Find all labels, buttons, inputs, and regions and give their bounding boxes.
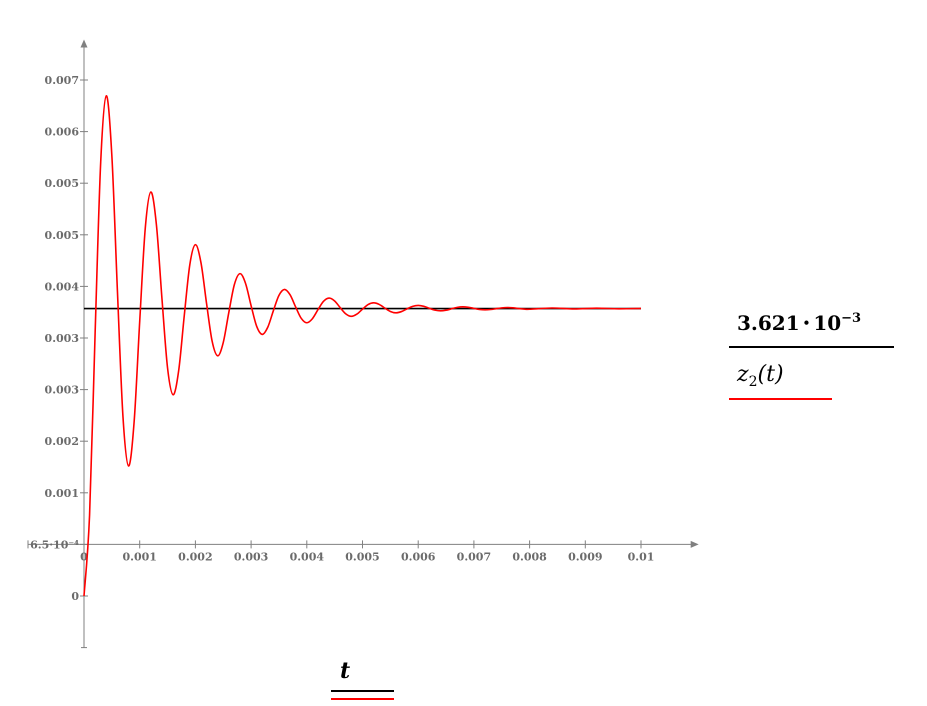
y-axis-arrow-icon <box>80 39 88 48</box>
x-tick-label: 0.004 <box>290 550 325 563</box>
x-tick-label: 0.007 <box>457 550 491 563</box>
fn-arg: (t) <box>757 362 784 387</box>
x-tick-label: 0.006 <box>401 550 436 563</box>
x-var-line-black <box>331 690 394 692</box>
x-var-line-red <box>331 698 394 700</box>
x-tick-label: 0.005 <box>345 550 379 563</box>
constant-exp: −3 <box>841 311 862 326</box>
constant-mantissa: 3.621 <box>737 311 800 335</box>
axes <box>27 39 699 649</box>
y-tick-label: 0.006 <box>45 126 80 139</box>
legend-fn-line <box>729 398 832 400</box>
y-tick-label: 0.002 <box>45 435 79 448</box>
y-tick-label: 6.5·10⁻⁴ <box>30 538 79 551</box>
fn-subscript: 2 <box>748 374 758 390</box>
x-tick-label: 0.003 <box>234 550 268 563</box>
x-axis-variable[interactable]: t <box>340 658 351 684</box>
y-tick-label: 0.003 <box>45 332 79 345</box>
x-tick-label: 0.001 <box>122 550 156 563</box>
y-tick-label: 0.003 <box>45 384 79 397</box>
x-tick-label: 0.009 <box>568 550 602 563</box>
y-tick-label: 0.007 <box>45 74 79 87</box>
y-tick-label: 0.005 <box>45 229 79 242</box>
y-tick-label: 0.001 <box>45 487 79 500</box>
x-tick-label: 0.002 <box>178 550 212 563</box>
y-tick-label: 0.004 <box>45 280 80 293</box>
legend-fn-label[interactable]: z2(t) <box>737 362 784 390</box>
x-tick-label: 0 <box>80 550 88 563</box>
series-z2-line <box>83 94 642 597</box>
x-axis-arrow-icon <box>690 540 699 548</box>
constant-dot: • <box>802 316 811 330</box>
x-tick-label: 0.01 <box>628 550 655 563</box>
legend-constant-label[interactable]: 3.621 • 10−3 <box>737 311 861 335</box>
constant-base: 10 <box>813 311 842 335</box>
tick-labels: 0 0.001 0.002 0.003 0.004 0.005 0.006 0.007 0.00… <box>30 74 654 603</box>
legend-constant-line <box>729 346 894 348</box>
y-tick-label: 0 <box>71 590 79 603</box>
y-tick-label: 0.005 <box>45 177 79 190</box>
x-tick-label: 0.008 <box>512 550 547 563</box>
traces <box>83 94 642 597</box>
fn-name: z <box>737 362 749 387</box>
